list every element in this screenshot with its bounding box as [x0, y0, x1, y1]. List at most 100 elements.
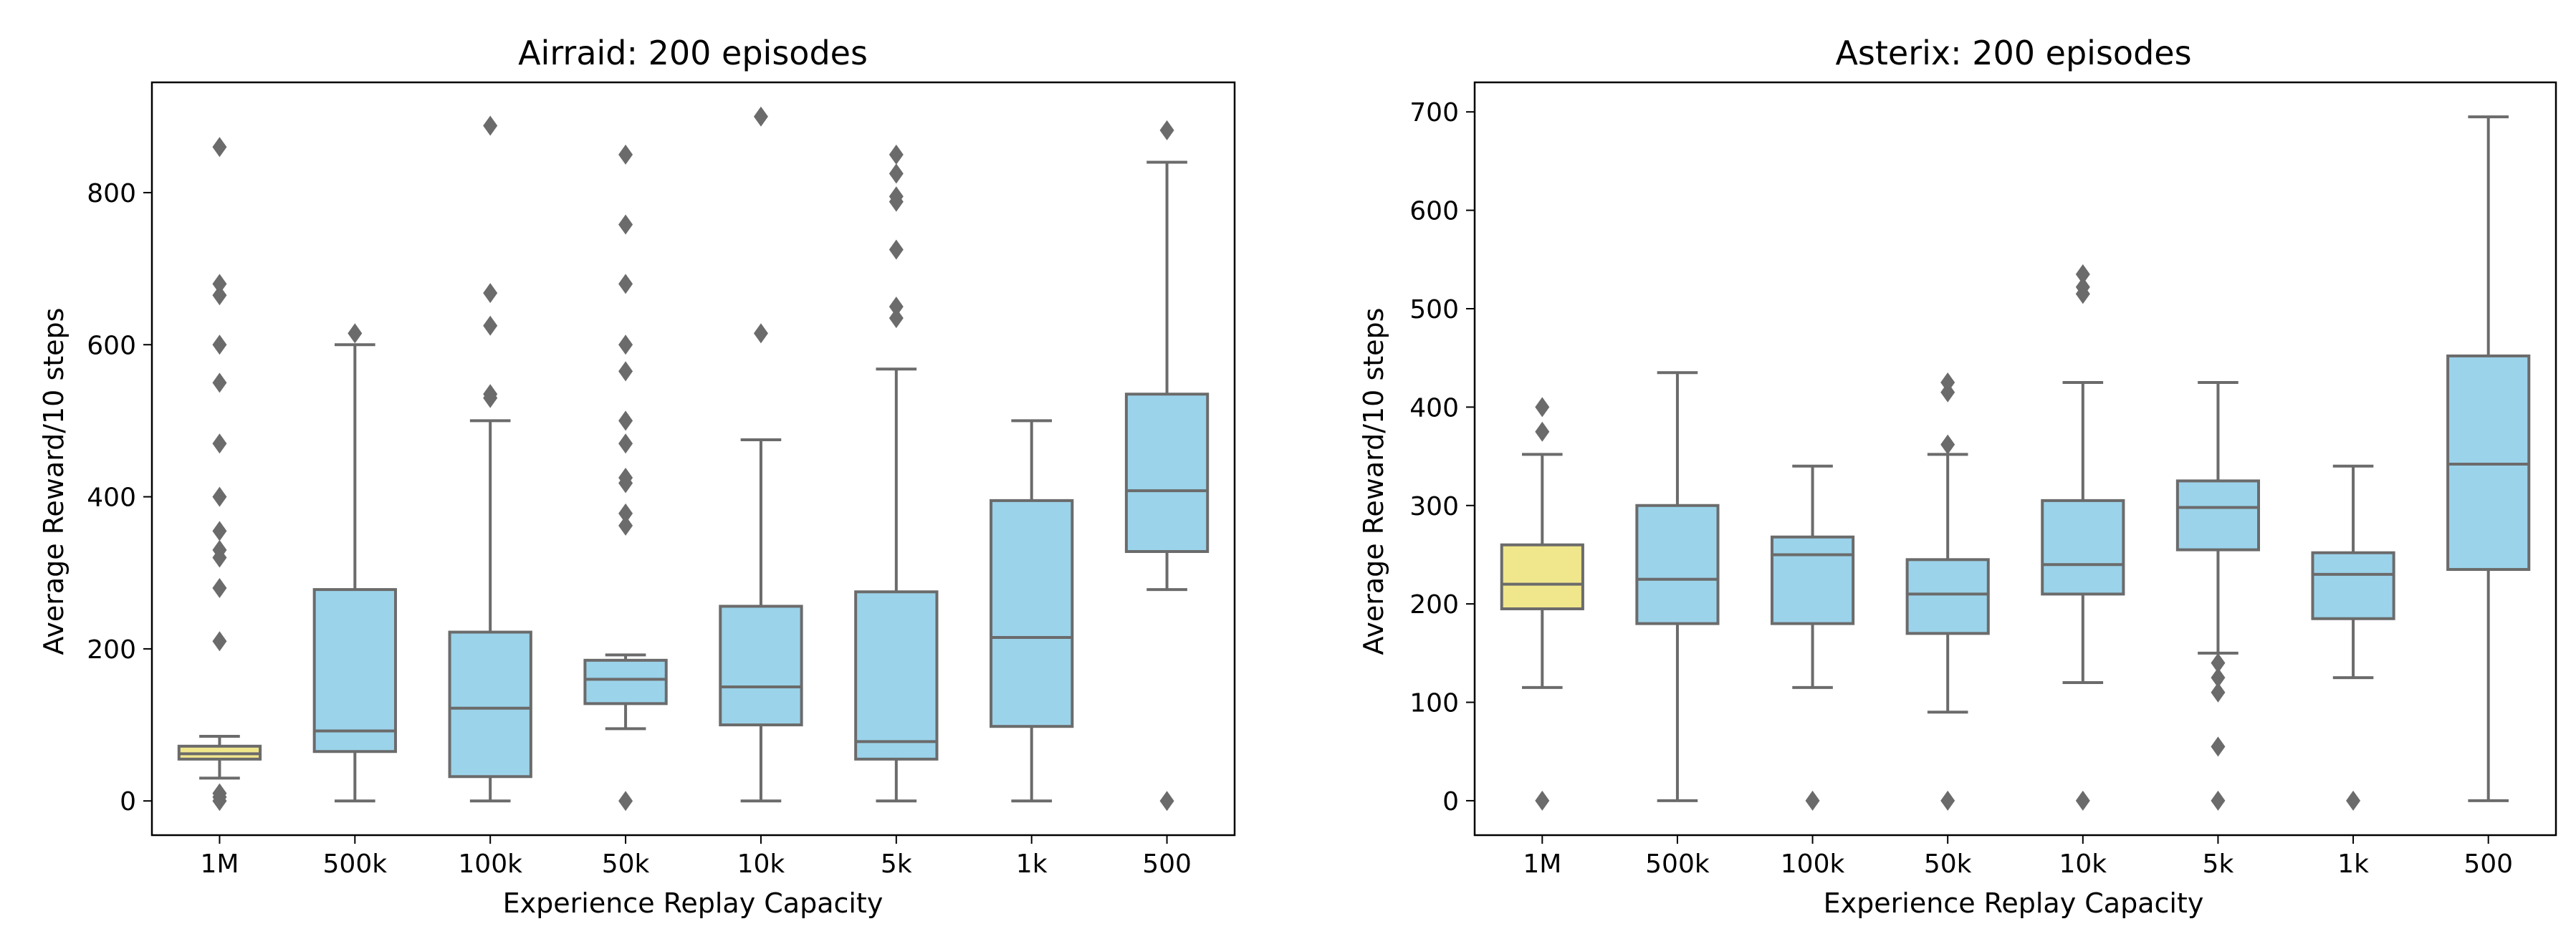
asterix-box-500k: [1635, 371, 1720, 802]
outlier-point: [483, 315, 498, 336]
asterix-xtick-label: 50k: [1924, 849, 1972, 879]
airraid-ytick-label: 200: [87, 635, 136, 665]
airraid-xtick-label: 1k: [1016, 849, 1048, 879]
asterix-box-10k: [2041, 264, 2125, 811]
asterix-ytick-label: 400: [1409, 393, 1459, 423]
airraid-xtick-label: 10k: [737, 849, 785, 879]
outlier-point: [212, 285, 227, 306]
outlier-point: [753, 106, 768, 127]
asterix-ytick-label: 0: [1442, 787, 1459, 817]
airraid-box-500k: [312, 323, 397, 803]
asterix-box-1M: [1500, 397, 1584, 811]
asterix-ytick-label: 300: [1409, 492, 1459, 521]
airraid-xtick-label: 500k: [323, 849, 388, 879]
outlier-point: [1535, 397, 1550, 418]
asterix-xtick-label: 100k: [1781, 849, 1845, 879]
outlier-point: [348, 323, 363, 344]
asterix-ytick-label: 100: [1409, 689, 1459, 718]
outlier-point: [212, 521, 227, 541]
outlier-point: [212, 783, 227, 804]
asterix-xtick-label: 1k: [2337, 849, 2369, 879]
box-body: [2041, 499, 2125, 596]
outlier-point: [618, 410, 633, 431]
box-body: [1635, 504, 1720, 625]
airraid-box-1M: [177, 137, 262, 812]
airraid-box-500: [1124, 120, 1210, 812]
outlier-point: [618, 433, 633, 454]
asterix-ylabel: Average Reward/10 steps: [1358, 308, 1389, 655]
airraid-title: Airraid: 200 episodes: [518, 34, 868, 72]
outlier-point: [2211, 668, 2226, 688]
outlier-point: [212, 631, 227, 652]
airraid-ylabel: Average Reward/10 steps: [38, 308, 70, 655]
airraid-xtick-label: 500: [1142, 849, 1192, 879]
outlier-point: [753, 323, 768, 344]
asterix-ytick-label: 700: [1409, 98, 1459, 127]
outlier-point: [1535, 421, 1550, 442]
outlier-point: [618, 274, 633, 294]
airraid-ytick-label: 600: [87, 331, 136, 360]
outlier-point: [1940, 434, 1955, 455]
outlier-point: [483, 115, 498, 136]
outlier-point: [2211, 790, 2226, 811]
outlier-point: [212, 577, 227, 598]
asterix-box-500: [2446, 115, 2531, 802]
outlier-point: [2211, 653, 2226, 673]
asterix-ytick-label: 500: [1409, 295, 1459, 324]
asterix-xtick-label: 5k: [2203, 849, 2234, 879]
outlier-point: [1805, 790, 1820, 811]
asterix-title: Asterix: 200 episodes: [1835, 34, 2191, 72]
airraid-box-50k: [583, 144, 668, 812]
outlier-point: [618, 361, 633, 382]
asterix-box-100k: [1770, 464, 1855, 811]
asterix-box-50k: [1905, 372, 1990, 811]
box-body: [854, 590, 939, 761]
airraid-xtick-label: 50k: [602, 849, 650, 879]
airraid-panel: Airraid: 200 episodes Experience Replay …: [38, 34, 1236, 919]
outlier-point: [889, 186, 904, 207]
outlier-point: [212, 274, 227, 294]
box-body: [2175, 479, 2261, 552]
airraid-xtick-label: 1M: [200, 849, 239, 879]
box-body: [1500, 543, 1584, 611]
outlier-point: [889, 297, 904, 317]
airraid-ytick-label: 800: [87, 179, 136, 208]
asterix-box-1k: [2311, 464, 2395, 811]
box-body: [448, 630, 532, 779]
box-body: [1905, 558, 1990, 635]
outlier-point: [889, 144, 904, 165]
airraid-xtick-label: 100k: [458, 849, 522, 879]
outlier-point: [1535, 790, 1550, 811]
outlier-point: [2346, 790, 2361, 811]
outlier-point: [212, 539, 227, 560]
box-body: [2446, 354, 2531, 572]
outlier-point: [212, 433, 227, 454]
asterix-box-5k: [2175, 381, 2261, 811]
outlier-point: [889, 239, 904, 260]
airraid-xlabel: Experience Replay Capacity: [503, 887, 884, 919]
airraid-box-1k: [990, 419, 1074, 803]
asterix-xtick-label: 500k: [1645, 849, 1710, 879]
asterix-xtick-label: 1M: [1523, 849, 1561, 879]
outlier-point: [618, 515, 633, 536]
outlier-point: [2211, 682, 2226, 703]
airraid-ytick-label: 400: [87, 483, 136, 513]
asterix-xtick-label: 10k: [2059, 849, 2107, 879]
airraid-box-5k: [854, 144, 939, 803]
outlier-point: [618, 334, 633, 355]
box-body: [719, 605, 803, 727]
airraid-xtick-label: 5k: [881, 849, 912, 879]
asterix-ytick-label: 200: [1409, 590, 1459, 620]
outlier-point: [1159, 791, 1174, 812]
box-body: [312, 588, 397, 754]
asterix-panel: Asterix: 200 episodes Experience Replay …: [1358, 34, 2557, 919]
outlier-point: [2075, 276, 2090, 297]
asterix-ytick-label: 600: [1409, 197, 1459, 226]
outlier-point: [889, 163, 904, 184]
airraid-axes-frame: [150, 81, 1236, 837]
outlier-point: [618, 144, 633, 165]
outlier-point: [212, 334, 227, 355]
outlier-point: [1159, 120, 1174, 140]
